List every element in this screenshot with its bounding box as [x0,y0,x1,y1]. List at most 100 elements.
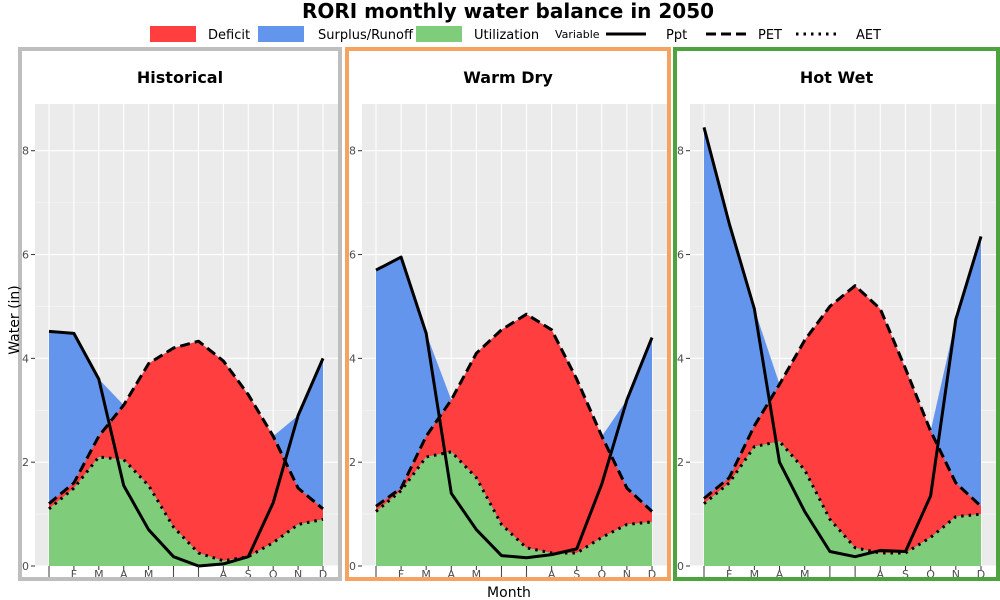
line-pet [375,312,654,513]
x-tick-label: A [120,568,128,581]
x-tick-label: S [902,568,909,581]
y-tick-label: 4 [22,352,29,365]
y-axis: 0 2 4 6 8 [22,145,35,573]
panel-border [18,47,342,581]
y-tick-label: 6 [677,249,684,262]
x-tick-label: J [827,568,831,581]
y-tick-label: 0 [22,560,29,573]
line-pet [48,339,324,511]
y-axis: 0 2 4 6 8 [349,145,362,573]
area-deficit [49,341,323,561]
area-deficit [376,314,652,554]
facet-panels: 0 2 4 6 8 J F M A M J J A S O N D Historical 0 2 4 6 8 J F M A M J J A… [18,47,1000,581]
x-tick-label: D [977,568,985,581]
y-tick-label: 0 [677,560,684,573]
x-tick-label: J [852,568,856,581]
x-tick-label: A [877,568,885,581]
x-tick-label: M [750,568,760,581]
y-tick-label: 8 [349,145,356,158]
line-ppt [48,329,325,568]
panel-title: Warm Dry [463,68,553,87]
legend-label-ppt: Ppt [666,28,687,43]
legend-label-pet: PET [758,28,782,43]
x-axis-title: Month [487,585,531,600]
x-tick-label: D [648,568,656,581]
x-tick-label: J [373,568,377,581]
panel-border [345,47,671,581]
x-tick-label: J [46,568,50,581]
x-tick-label: O [926,568,935,581]
series-lines [702,127,983,559]
y-tick-label: 4 [349,352,356,365]
x-tick-label: J [524,568,528,581]
x-tick-label: F [71,568,77,581]
series-lines [375,255,654,560]
legend-swatch-utilization [416,26,462,42]
x-tick-label: J [196,568,200,581]
legend-swatch-deficit [150,26,196,42]
chart-title: RORI monthly water balance in 2050 [302,0,714,23]
y-tick-label: 4 [677,352,684,365]
line-aet [703,439,982,555]
x-tick-label: N [623,568,631,581]
x-tick-label: J [171,568,175,581]
legend-label-surplus-runoff: Surplus/Runoff [318,28,414,43]
y-tick-label: 6 [349,249,356,262]
area-fills [49,331,323,566]
area-utilization [704,441,981,566]
line-pet [703,284,983,508]
line-aet [375,450,653,555]
legend-label-aet: AET [856,28,881,43]
panel-historical: 0 2 4 6 8 J F M A M J J A S O N D Historical [18,47,342,581]
x-tick-label: O [597,568,606,581]
legend-swatch-surplus-runoff [258,26,304,42]
legend-title-variable: Variable [555,28,600,41]
x-tick-label: J [499,568,503,581]
area-fills [704,127,981,566]
x-tick-label: S [245,568,252,581]
x-tick-label: O [269,568,278,581]
series-lines [48,329,325,568]
x-tick-label: M [94,568,104,581]
y-tick-label: 2 [22,456,29,469]
x-tick-label: A [220,568,228,581]
x-tick-label: F [726,568,732,581]
y-tick-label: 6 [22,249,29,262]
x-tick-label: J [701,568,705,581]
x-tick-label: M [800,568,810,581]
x-tick-label: D [319,568,327,581]
y-tick-label: 8 [22,145,29,158]
legend: Deficit Surplus/Runoff Utilization Variable… [150,26,881,43]
x-tick-label: M [421,568,431,581]
y-tick-label: 0 [349,560,356,573]
y-tick-label: 8 [677,145,684,158]
line-ppt [375,255,654,560]
y-axis: 0 2 4 6 8 [677,145,690,573]
area-fills [376,257,652,566]
line-ppt [702,127,983,559]
panel-title: Hot Wet [800,68,874,87]
x-tick-label: S [573,568,580,581]
x-tick-label: A [548,568,556,581]
legend-label-utilization: Utilization [474,28,539,43]
y-tick-label: 2 [349,456,356,469]
x-tick-label: N [294,568,302,581]
x-tick-label: A [448,568,456,581]
x-tick-label: A [776,568,784,581]
area-utilization [49,456,323,566]
x-tick-label: F [398,568,404,581]
x-tick-label: N [952,568,960,581]
panel-border [673,47,1000,581]
panel-hot-wet: 0 2 4 6 8 J F M A M J J A S O N D Hot Wet [673,47,1000,581]
x-tick-label: M [144,568,154,581]
x-tick-label: M [472,568,482,581]
panel-title: Historical [137,68,223,87]
y-tick-label: 2 [677,456,684,469]
legend-label-deficit: Deficit [208,28,250,43]
area-utilization [376,451,652,566]
area-deficit [704,285,981,554]
